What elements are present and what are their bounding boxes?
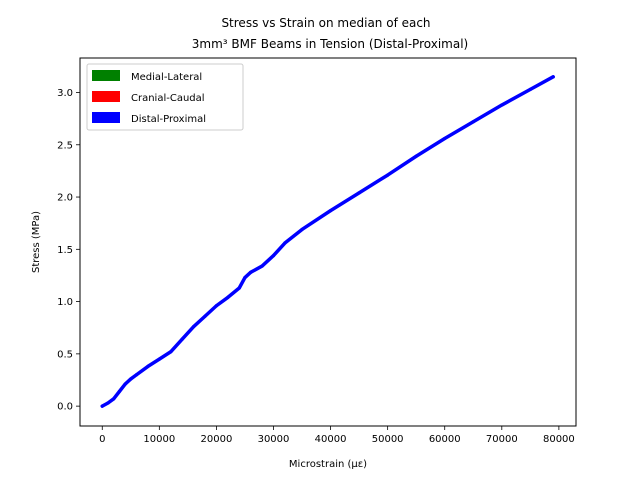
x-tick-label: 80000 [543, 434, 575, 445]
legend-swatch-cranial-caudal [92, 91, 120, 102]
data-point [551, 75, 555, 79]
data-point [328, 209, 333, 213]
x-tick-label: 10000 [143, 434, 175, 445]
data-point [117, 389, 121, 394]
data-point [528, 87, 532, 91]
data-point [169, 350, 173, 354]
data-point [271, 253, 276, 258]
data-point [500, 103, 504, 107]
data-point [203, 314, 207, 318]
x-tick-label: 30000 [258, 434, 290, 445]
axes-frame [79, 57, 577, 427]
legend-frame [86, 63, 244, 131]
data-point [300, 227, 304, 232]
data-point [134, 373, 139, 377]
legend-label-medial-lateral: Medial-Lateral [131, 72, 202, 83]
y-axis-ticks: 0.0 0.5 1.0 1.5 2.0 2.5 3.0 [57, 88, 80, 413]
x-axis-label: Microstrain (με) [289, 459, 367, 470]
chart-title-line-2: 3mm³ BMF Beams in Tension (Distal-Proxim… [192, 37, 468, 51]
data-point [106, 401, 110, 405]
x-tick-label: 40000 [315, 434, 347, 445]
data-point [112, 397, 116, 401]
y-tick-label: 2.5 [57, 140, 73, 151]
x-axis-ticks: 0 10000 20000 30000 40000 50000 60000 70000 8000… [99, 426, 575, 445]
data-point [180, 337, 184, 341]
y-tick-label: 2.0 [57, 193, 73, 204]
data-point [146, 364, 150, 369]
data-point [129, 377, 133, 381]
chart-title-line-1: Stress vs Strain on median of each [221, 16, 430, 30]
x-tick-label: 50000 [372, 434, 404, 445]
data-point [226, 295, 230, 300]
x-tick-label: 20000 [201, 434, 233, 445]
legend-swatch-distal-proximal [92, 112, 120, 123]
data-point [414, 154, 418, 158]
y-tick-label: 1.0 [57, 297, 73, 308]
data-point [191, 325, 196, 329]
y-tick-label: 3.0 [57, 88, 73, 99]
data-point [157, 357, 161, 361]
data-point [471, 120, 475, 124]
x-tick-label: 70000 [486, 434, 518, 445]
y-tick-label: 0.0 [57, 402, 73, 413]
data-point [100, 404, 104, 408]
legend-label-cranial-caudal: Cranial-Caudal [131, 93, 205, 104]
legend: Medial-Lateral Cranial-Caudal Distal-Pro… [86, 63, 244, 131]
data-point [123, 382, 127, 386]
data-point [386, 173, 390, 177]
data-point [260, 264, 264, 268]
legend-label-distal-proximal: Distal-Proximal [131, 114, 206, 125]
x-tick-label: 60000 [429, 434, 461, 445]
data-point [357, 191, 361, 195]
plot-area [100, 75, 555, 408]
x-tick-label: 0 [99, 434, 105, 445]
data-point [443, 136, 447, 141]
y-tick-label: 1.5 [57, 245, 73, 256]
data-point [237, 286, 241, 290]
data-point [243, 275, 247, 280]
data-point [249, 270, 253, 274]
data-point [283, 241, 287, 245]
y-tick-label: 0.5 [57, 349, 73, 360]
data-point [214, 304, 219, 308]
legend-swatch-medial-lateral [92, 70, 120, 81]
y-axis-label: Stress (MPa) [31, 211, 42, 273]
